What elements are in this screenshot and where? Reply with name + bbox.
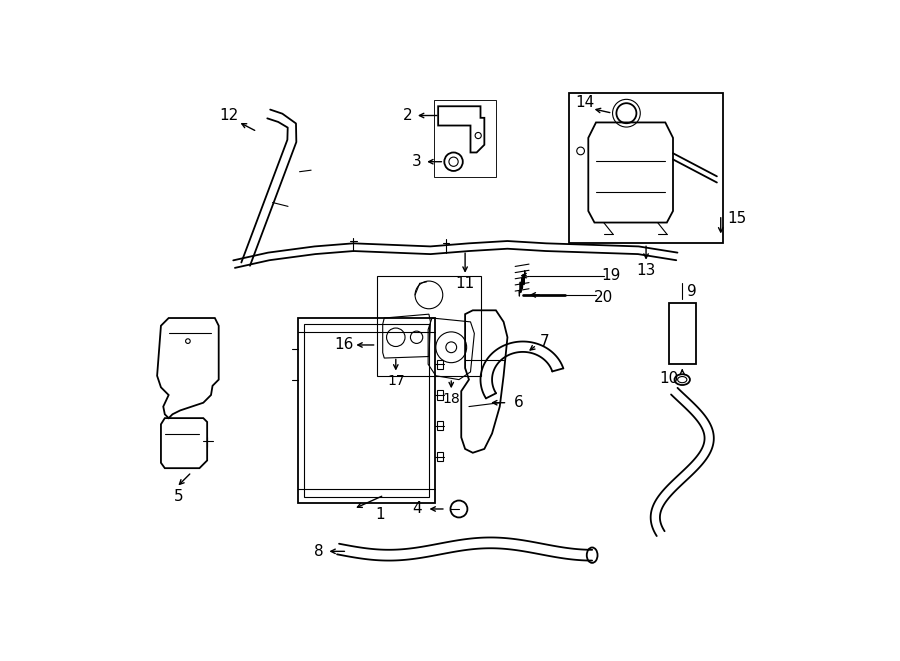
Text: 14: 14 — [575, 95, 595, 110]
Bar — [436, 421, 443, 430]
Bar — [435, 100, 496, 177]
Text: 12: 12 — [219, 108, 238, 123]
Text: 18: 18 — [443, 392, 460, 406]
Text: 15: 15 — [727, 212, 746, 226]
Text: 16: 16 — [335, 338, 354, 352]
Text: 9: 9 — [688, 284, 698, 299]
Bar — [569, 93, 723, 243]
Text: 20: 20 — [594, 290, 613, 305]
Text: 10: 10 — [660, 371, 679, 385]
Bar — [298, 318, 435, 503]
Bar — [436, 452, 443, 461]
Text: 3: 3 — [411, 154, 421, 169]
Bar — [436, 360, 443, 369]
Text: 8: 8 — [314, 544, 324, 559]
Text: 19: 19 — [602, 268, 621, 283]
Bar — [436, 391, 443, 400]
Bar — [669, 303, 696, 364]
Text: 11: 11 — [455, 276, 474, 291]
Text: 1: 1 — [375, 507, 385, 522]
Text: 6: 6 — [514, 395, 524, 410]
Text: 17: 17 — [387, 374, 405, 388]
Text: 13: 13 — [636, 263, 656, 278]
Bar — [376, 276, 481, 375]
Text: 2: 2 — [402, 108, 412, 123]
Bar — [304, 324, 429, 496]
Text: 7: 7 — [540, 334, 549, 348]
Text: 4: 4 — [412, 502, 422, 516]
Text: 5: 5 — [174, 489, 184, 504]
